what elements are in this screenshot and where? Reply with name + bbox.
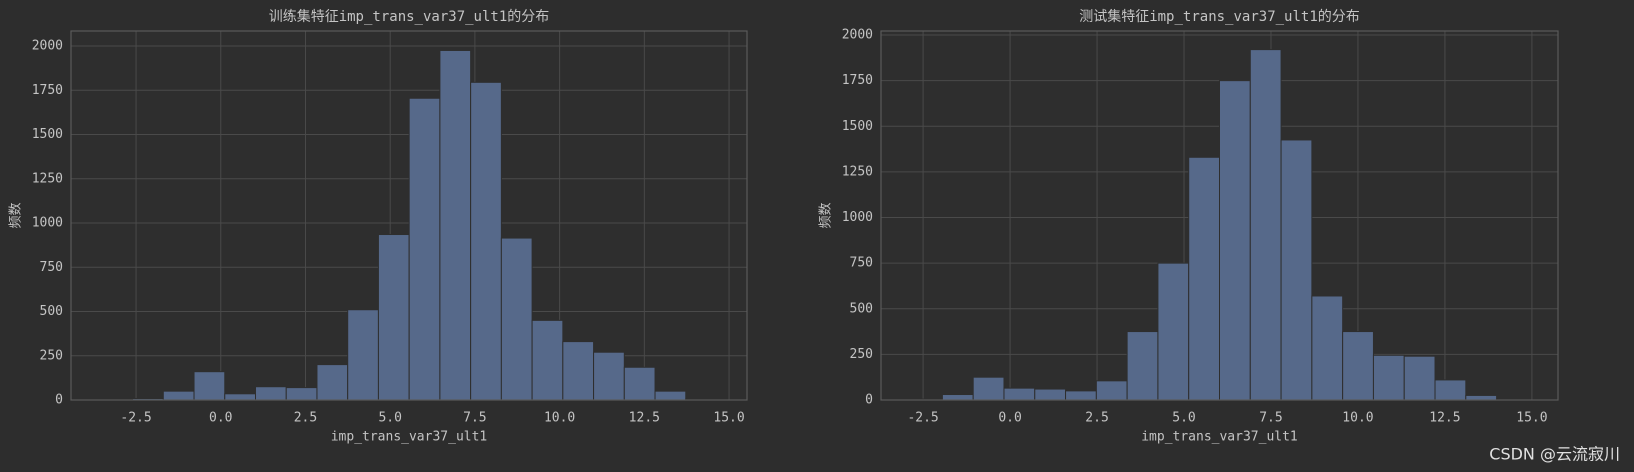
x-tick-label: 2.5 — [1085, 411, 1108, 426]
bar — [1311, 295, 1344, 401]
bar — [347, 309, 379, 401]
y-tick-label: 1250 — [842, 164, 873, 179]
bar — [408, 97, 441, 401]
bar — [470, 81, 502, 401]
bar — [285, 387, 318, 401]
x-tick-label: 5.0 — [378, 411, 401, 426]
y-tick-label: 500 — [40, 304, 63, 319]
bar — [1219, 80, 1251, 401]
bar — [255, 386, 287, 401]
y-tick-label: 750 — [850, 256, 873, 271]
x-tick-label: 0.0 — [998, 411, 1021, 426]
x-tick-label: 12.5 — [1429, 411, 1460, 426]
bar — [941, 394, 974, 401]
x-tick-label: 10.0 — [544, 411, 575, 426]
y-tick-label: 2000 — [842, 28, 873, 43]
bar — [1065, 390, 1097, 401]
bar — [972, 376, 1005, 401]
chart: -2.5 0.0 2.5 5.0 7.5 10.0 12.5 15.0 0 250 500 750 10… — [819, 8, 1559, 445]
y-axis-label: 频数 — [819, 202, 834, 228]
bar — [500, 237, 533, 401]
y-tick-label: 1250 — [32, 171, 63, 186]
x-tick-label: 2.5 — [294, 411, 317, 426]
x-tick-label: 7.5 — [1259, 411, 1282, 426]
bar — [1434, 379, 1467, 401]
bar — [593, 351, 625, 401]
bar — [193, 371, 226, 401]
y-tick-label: 2000 — [32, 39, 63, 54]
bar — [1157, 262, 1190, 401]
bar — [224, 393, 257, 401]
bar — [1280, 139, 1313, 401]
x-tick-label: 5.0 — [1172, 411, 1195, 426]
bar — [1465, 394, 1498, 401]
x-axis-label: imp_trans_var37_ult1 — [331, 430, 488, 445]
chart-title: 测试集特征imp_trans_var37_ult1的分布 — [1079, 8, 1360, 25]
x-tick-label: -2.5 — [120, 411, 151, 426]
x-tick-label: 10.0 — [1342, 411, 1373, 426]
x-tick-label: 0.0 — [209, 411, 232, 426]
x-tick-label: 7.5 — [463, 411, 486, 426]
x-axis-label: imp_trans_var37_ult1 — [1141, 430, 1298, 445]
watermark: CSDN @云流寂川 — [1489, 445, 1620, 464]
chart: -2.5 0.0 2.5 5.0 7.5 10.0 12.5 15.0 0 250 500 750 10… — [9, 8, 748, 445]
x-tick-label: 15.0 — [713, 411, 744, 426]
x-tick-label: 12.5 — [629, 411, 660, 426]
y-tick-label: 250 — [850, 347, 873, 362]
x-tick-label: 15.0 — [1516, 411, 1547, 426]
bar — [654, 390, 687, 401]
bar — [1249, 49, 1282, 401]
y-tick-label: 1750 — [842, 73, 873, 88]
bar — [562, 341, 595, 401]
bar — [1126, 331, 1159, 401]
bar — [1188, 156, 1220, 401]
bar — [162, 390, 195, 401]
bar — [316, 364, 349, 401]
bar — [1003, 387, 1036, 401]
x-tick-label: -2.5 — [907, 411, 938, 426]
bar — [623, 366, 656, 401]
y-tick-label: 750 — [40, 260, 63, 275]
y-tick-label: 1000 — [32, 216, 63, 231]
y-tick-label: 1750 — [32, 83, 63, 98]
y-axis-label: 频数 — [9, 202, 24, 228]
bar — [377, 234, 410, 401]
chart-title: 训练集特征imp_trans_var37_ult1的分布 — [269, 8, 550, 25]
y-tick-label: 1500 — [842, 119, 873, 134]
y-tick-label: 250 — [40, 348, 63, 363]
y-tick-label: 1000 — [842, 210, 873, 225]
bar — [439, 49, 472, 401]
bar — [1372, 354, 1405, 401]
y-tick-label: 0 — [55, 393, 63, 408]
axes-frame — [70, 30, 748, 401]
y-tick-label: 500 — [850, 301, 873, 316]
bar — [1403, 355, 1436, 401]
axes-frame — [880, 30, 1559, 401]
bar — [1342, 331, 1374, 401]
bar — [1034, 388, 1067, 401]
bar — [531, 319, 564, 401]
bar — [1095, 380, 1128, 401]
y-tick-label: 0 — [865, 393, 873, 408]
y-tick-label: 1500 — [32, 127, 63, 142]
